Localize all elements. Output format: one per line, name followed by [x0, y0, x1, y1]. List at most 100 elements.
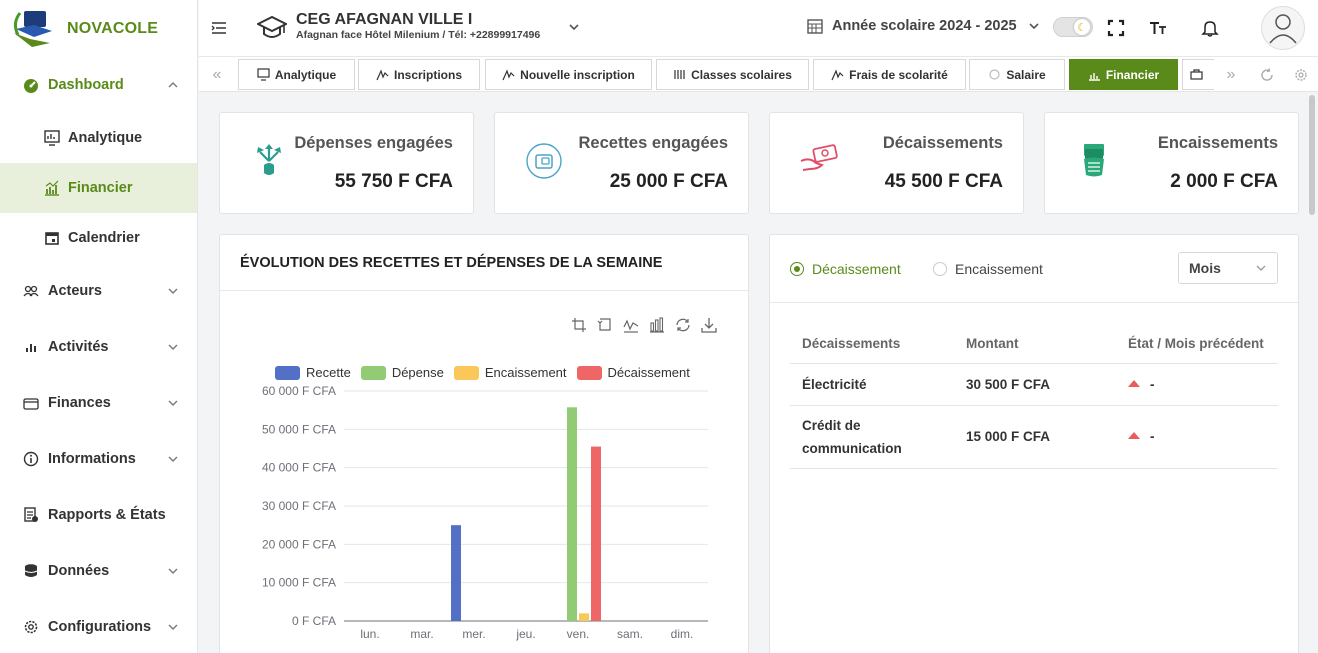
weekly-chart-card: ÉVOLUTION DES RECETTES ET DÉPENSES DE LA…	[219, 234, 749, 653]
legend-item-depense[interactable]: Dépense	[360, 365, 444, 380]
settings-icon[interactable]	[1285, 57, 1317, 92]
legend-item-recette[interactable]: Recette	[275, 365, 351, 380]
tab-label: Salaire	[1006, 67, 1046, 82]
bar-recette	[451, 525, 461, 621]
school-year-select[interactable]: Année scolaire 2024 - 2025	[807, 18, 1041, 34]
finance-chart-icon	[43, 180, 60, 197]
briefcase-icon	[1189, 69, 1203, 80]
column-header: État / Mois précédent	[1116, 325, 1278, 364]
sidebar-subitem-financier[interactable]: Financier	[0, 163, 197, 213]
line-chart-icon[interactable]	[623, 317, 639, 333]
tab-frais-scolarite[interactable]: Frais de scolarité	[813, 59, 966, 90]
y-tick-label: 50 000 F CFA	[262, 422, 336, 436]
bar-dépense	[567, 407, 577, 621]
row-state-value: -	[1150, 429, 1155, 444]
chart-legend: Recette Dépense Encaissement Décaissemen…	[275, 365, 700, 380]
table-header-row: Décaissements Montant État / Mois précéd…	[790, 325, 1278, 364]
legend-item-encaissement[interactable]: Encaissement	[453, 365, 567, 380]
dark-mode-toggle[interactable]: ☾	[1053, 17, 1093, 37]
x-tick-label: dim.	[671, 627, 694, 641]
chart-card-title: ÉVOLUTION DES RECETTES ET DÉPENSES DE LA…	[220, 235, 748, 291]
legend-label: Encaissement	[484, 365, 567, 380]
school-year-label: Année scolaire 2024 - 2025	[832, 18, 1017, 34]
period-value: Mois	[1189, 260, 1221, 276]
graduation-cap-icon	[257, 15, 287, 38]
movements-table: Décaissements Montant État / Mois précéd…	[790, 325, 1278, 469]
radio-encaissement[interactable]: Encaissement	[933, 261, 1043, 277]
tab-salaire[interactable]: Salaire	[969, 59, 1065, 90]
legend-label: Décaissement	[607, 365, 690, 380]
sidebar-item-label: Configurations	[48, 619, 152, 635]
radio-decaissement[interactable]: Décaissement	[790, 261, 901, 277]
sidebar-subitem-calendrier[interactable]: Calendrier	[0, 213, 197, 263]
fullscreen-icon[interactable]	[1106, 18, 1126, 38]
calendar-grid-icon	[807, 19, 823, 34]
signature-icon	[502, 69, 515, 81]
tab-overflow[interactable]	[1182, 59, 1214, 90]
row-label: Électricité	[790, 363, 954, 406]
table-row[interactable]: Électricité 30 500 F CFA -	[790, 363, 1278, 406]
table-row[interactable]: Crédit de communication 15 000 F CFA -	[790, 405, 1278, 469]
stat-title: Recettes engagées	[578, 134, 729, 152]
chevron-down-icon	[168, 624, 178, 630]
chevron-down-icon	[168, 288, 178, 294]
tab-classes-scolaires[interactable]: Classes scolaires	[656, 59, 809, 90]
sidebar-item-acteurs[interactable]: Acteurs	[0, 263, 197, 319]
stat-card-decaissements: Décaissements 45 500 F CFA	[769, 112, 1024, 214]
sidebar-item-informations[interactable]: Informations	[0, 431, 197, 487]
sidebar-subitem-analytique[interactable]: Analytique	[0, 113, 197, 163]
sidebar-item-finances[interactable]: Finances	[0, 375, 197, 431]
y-tick-label: 30 000 F CFA	[262, 499, 336, 513]
refresh-icon[interactable]	[1251, 57, 1283, 92]
restore-icon[interactable]	[675, 317, 691, 333]
bar-décaissement	[591, 446, 601, 621]
sidebar-item-donnees[interactable]: Données	[0, 543, 197, 599]
legend-swatch	[275, 365, 300, 380]
tab-inscriptions[interactable]: Inscriptions	[358, 59, 480, 90]
row-amount: 15 000 F CFA	[954, 405, 1116, 469]
tab-financier[interactable]: Financier	[1069, 59, 1178, 90]
zoom-reset-icon[interactable]	[597, 317, 613, 333]
font-size-icon[interactable]	[1148, 18, 1168, 38]
tab-nouvelle-inscription[interactable]: Nouvelle inscription	[485, 59, 652, 90]
tabs-scroll-right-icon[interactable]: »	[1226, 65, 1236, 83]
radio-dot	[790, 262, 804, 276]
y-tick-label: 10 000 F CFA	[262, 576, 336, 590]
sidebar-item-label: Rapports & États	[48, 507, 166, 523]
gear-icon	[22, 618, 40, 636]
sidebar-item-rapports[interactable]: Rapports & États	[0, 487, 197, 543]
sidebar-item-label: Informations	[48, 451, 136, 467]
y-tick-label: 40 000 F CFA	[262, 461, 336, 475]
period-select[interactable]: Mois	[1178, 252, 1278, 284]
radio-label: Décaissement	[812, 261, 901, 277]
bell-icon[interactable]	[1200, 18, 1220, 38]
bar-chart-icon[interactable]	[649, 317, 665, 333]
x-tick-label: ven.	[567, 627, 590, 641]
zoom-icon[interactable]	[571, 317, 587, 333]
x-tick-label: sam.	[617, 627, 643, 641]
brand-logo[interactable]: NOVACOLE	[0, 0, 197, 57]
sidebar-subitem-label: Calendrier	[68, 230, 140, 246]
download-icon[interactable]	[701, 317, 717, 333]
tab-analytique[interactable]: Analytique	[238, 59, 355, 90]
expense-icon	[257, 144, 281, 175]
sidebar-item-label: Données	[48, 563, 110, 579]
row-state: -	[1116, 363, 1278, 406]
y-tick-label: 60 000 F CFA	[262, 384, 336, 398]
x-tick-label: mer.	[462, 627, 485, 641]
school-address: Afagnan face Hôtel Milenium / Tél: +2289…	[296, 29, 541, 41]
legend-item-decaissement[interactable]: Décaissement	[576, 365, 690, 380]
cash-out-icon	[800, 144, 838, 171]
page-scrollbar[interactable]	[1309, 95, 1315, 215]
sidebar-item-label: Activités	[48, 339, 109, 355]
avatar[interactable]	[1261, 6, 1305, 50]
sidebar-item-activites[interactable]: Activités	[0, 319, 197, 375]
sidebar-item-configurations[interactable]: Configurations	[0, 599, 197, 653]
trend-up-icon	[1128, 432, 1140, 439]
menu-toggle-icon[interactable]	[210, 19, 228, 37]
sidebar-item-dashboard[interactable]: Dashboard	[0, 57, 197, 113]
radio-label: Encaissement	[955, 261, 1043, 277]
analytics-icon	[43, 130, 60, 147]
tabs-scroll-left-icon[interactable]: «	[212, 65, 222, 83]
school-switch-chevron-icon[interactable]	[567, 20, 581, 34]
